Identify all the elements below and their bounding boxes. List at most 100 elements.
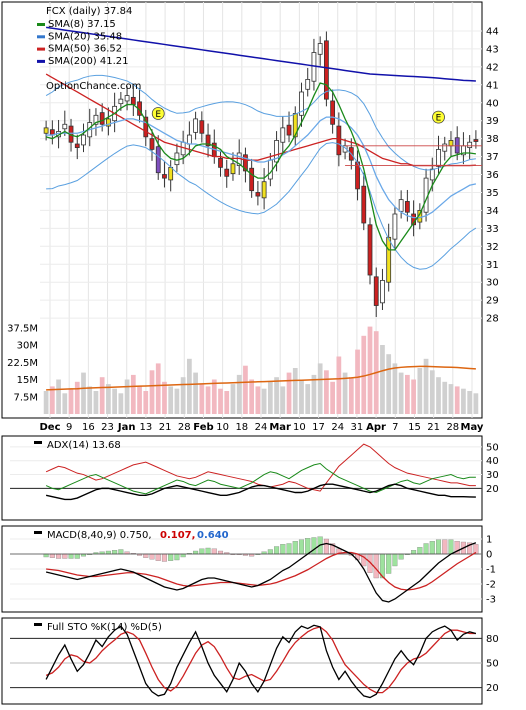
candle-body <box>361 185 367 224</box>
candle-body <box>454 137 460 154</box>
candle-body <box>118 98 124 105</box>
volume-bar <box>423 358 429 414</box>
candle-body <box>255 192 261 197</box>
x-axis-label: 23 <box>101 422 114 433</box>
volume-bar <box>405 374 410 414</box>
macd-histogram-bar <box>168 553 174 561</box>
macd-label: MACD(8,40,9) 0.750, <box>47 530 152 541</box>
volume-bar <box>130 374 136 414</box>
volume-bar <box>62 393 68 414</box>
volume-bar <box>342 372 348 414</box>
price-tick-label: 44 <box>486 26 499 37</box>
candle-body <box>292 113 298 138</box>
volume-bar <box>367 326 373 414</box>
macd-histogram-bar <box>386 553 392 574</box>
volume-bar <box>243 365 248 414</box>
adx-line <box>45 483 476 501</box>
candle-body <box>324 40 329 100</box>
volume-bar <box>193 372 198 414</box>
volume-bar <box>436 377 441 414</box>
macd-histogram-bar <box>62 553 68 559</box>
price-tick-label: 38 <box>486 134 499 145</box>
volume-bar <box>143 391 149 414</box>
volume-bar <box>255 386 261 414</box>
volume-bar <box>162 381 167 414</box>
macd-histogram-bar <box>373 553 379 579</box>
volume-bar <box>317 363 323 414</box>
x-axis-label: 18 <box>235 422 248 433</box>
volume-bar <box>199 384 205 414</box>
candle-body <box>243 154 248 172</box>
volume-tick-label: 7.5M <box>13 392 38 403</box>
macd-histogram-bar <box>323 538 329 555</box>
candle-body <box>261 181 267 199</box>
price-tick-label: 34 <box>486 206 499 217</box>
candle-body <box>373 276 379 306</box>
volume-bar <box>205 386 211 414</box>
volume-bar <box>473 393 479 414</box>
earnings-marker-label: E <box>436 114 442 124</box>
volume-bar <box>137 386 142 414</box>
legend-swatch <box>37 59 45 63</box>
earnings-marker-label: E <box>155 110 161 120</box>
x-axis-label: 21 <box>427 422 440 433</box>
macd-histogram-bar <box>417 547 423 555</box>
candle-body <box>155 146 161 174</box>
macd-histogram-bar <box>199 548 205 555</box>
volume-bar <box>68 388 74 414</box>
volume-bar <box>461 388 466 414</box>
macd-histogram-bar <box>74 553 80 559</box>
macd-histogram-bar <box>435 539 442 555</box>
x-axis-label: 24 <box>255 422 268 433</box>
legend-swatch <box>37 35 45 39</box>
legend-swatch <box>37 47 45 51</box>
legend-entry: SMA(8) 37.15 <box>48 19 116 30</box>
volume-bar <box>417 368 423 414</box>
macd-histogram-bar <box>68 553 74 559</box>
macd-line <box>45 542 477 603</box>
macd-histogram-bar <box>155 553 161 561</box>
volume-bar <box>361 335 367 414</box>
macd-histogram-bar <box>423 543 429 555</box>
candle-body <box>367 224 373 276</box>
candle-body <box>149 138 155 150</box>
candle-body <box>429 168 435 181</box>
macd-histogram-bar <box>211 548 217 555</box>
x-axis-label: Feb <box>193 422 213 433</box>
volume-bar <box>87 386 93 414</box>
sma20-line <box>46 116 477 219</box>
candle-body <box>286 124 292 136</box>
candle-body <box>224 168 230 177</box>
candle-body <box>305 79 311 90</box>
macd-histogram-bar <box>118 549 124 555</box>
volume-bar <box>348 377 354 414</box>
candle-body <box>336 125 342 156</box>
volume-bar <box>311 374 317 414</box>
macd-histogram-bar <box>398 553 404 560</box>
candle-body <box>193 118 198 133</box>
macd-histogram-bar <box>49 553 55 558</box>
volume-bar <box>280 386 286 414</box>
price-tick-label: 40 <box>486 98 499 109</box>
volume-bar <box>81 372 86 414</box>
sto-tick-label: 50 <box>486 659 499 670</box>
price-tick-label: 37 <box>486 152 499 163</box>
adx-tick-label: 50 <box>486 442 499 453</box>
volume-bar <box>218 388 223 414</box>
volume-tick-label: 37.5M <box>7 323 38 334</box>
price-tick-label: 39 <box>486 116 499 127</box>
volume-bar <box>261 388 267 414</box>
x-axis-label: 24 <box>331 422 344 433</box>
macd-tick-label: 0 <box>486 550 492 561</box>
candle-body <box>81 134 86 146</box>
sto-label: Full STO %K(14) %D(5) <box>47 622 162 633</box>
macd-tick-label: -1 <box>486 565 496 576</box>
volume-bar <box>168 386 174 414</box>
macd-tick-label: -3 <box>486 595 496 606</box>
volume-bar <box>299 379 304 414</box>
x-axis-label: Dec <box>39 422 60 433</box>
candle-body <box>218 157 223 168</box>
macd-histogram-bar <box>292 541 298 555</box>
x-axis-label: Mar <box>269 422 291 433</box>
